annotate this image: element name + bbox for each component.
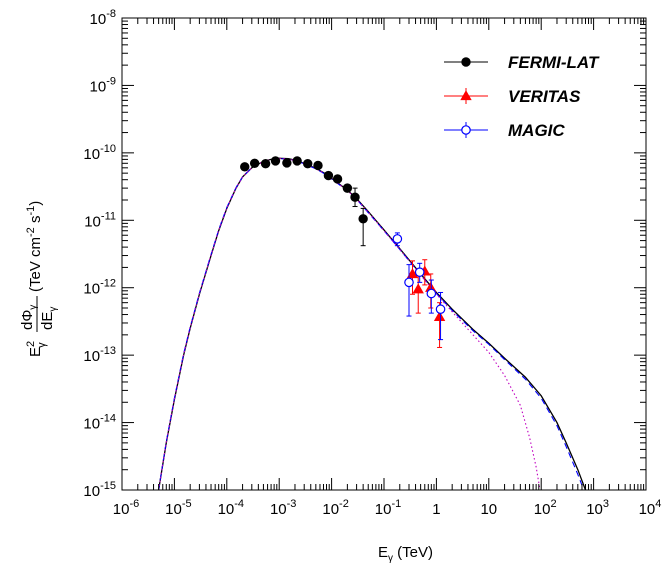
model-curves (157, 157, 587, 490)
x-tick-label: 10-5 (165, 498, 191, 518)
data-point (358, 214, 368, 224)
y-axis-title: E2γ dΦγ dEγ (TeV cm-2 s-1) (19, 201, 59, 357)
x-axis-title-base: E (378, 544, 388, 561)
y-tick-label: 10-11 (84, 210, 116, 230)
axis-ticks (121, 17, 647, 491)
data-point (392, 234, 403, 244)
model-curve-dotted (158, 157, 541, 490)
data-point (313, 160, 323, 171)
x-tick-label: 10-4 (218, 498, 244, 518)
data-point (270, 156, 281, 166)
legend-entry-fermi-lat: FERMI-LAT (444, 53, 600, 72)
y-axis-title-units-sup2: -1 (25, 206, 37, 216)
y-axis-title-units-mid: s (27, 216, 44, 228)
legend: FERMI-LAT VERITAS MAGIC (444, 53, 600, 140)
x-axis-title: Eγ (TeV) (378, 544, 433, 564)
data-point (323, 170, 334, 181)
legend-label: FERMI-LAT (508, 53, 600, 72)
svg-text:dΦγ: dΦγ (19, 305, 39, 330)
y-tick-label: 10-9 (90, 75, 116, 95)
data-point (282, 158, 292, 168)
series-magic (392, 232, 446, 341)
y-axis-title-prefix: E (27, 347, 44, 357)
data-point (342, 183, 353, 193)
svg-text:E2γ: E2γ (25, 341, 48, 357)
x-tick-label: 10-3 (270, 498, 296, 518)
svg-text:(TeV cm-2 s-1): (TeV cm-2 s-1) (25, 201, 44, 292)
y-axis-title-units-sup1: -2 (25, 227, 37, 237)
x-axis-title-sub: γ (388, 553, 393, 564)
series-fermi-lat (240, 156, 368, 247)
y-tick-label: 10-10 (83, 143, 116, 163)
data-point (303, 159, 313, 169)
data-point (461, 57, 471, 67)
svg-text:dEγ: dEγ (39, 307, 59, 330)
series-veritas (406, 259, 446, 348)
x-tick-label: 104 (639, 498, 662, 518)
data-point (404, 277, 414, 288)
y-axis-title-units-end: ) (27, 201, 44, 206)
y-axis-title-frac-den-sub: γ (48, 307, 59, 312)
model-curve-solid (157, 157, 587, 490)
y-tick-label: 10-12 (83, 278, 116, 298)
data-point (332, 174, 343, 184)
y-tick-label: 10-13 (83, 345, 116, 365)
y-axis-title-frac-num-sub: γ (28, 305, 39, 310)
y-tick-label: 10-15 (83, 480, 116, 500)
data-point (414, 267, 425, 277)
x-tick-label: 10 (480, 501, 497, 518)
y-axis-title-units: (TeV cm (27, 237, 44, 292)
legend-entry-veritas: VERITAS (444, 87, 581, 106)
y-axis-title-frac-den: dE (39, 312, 56, 330)
data-point (292, 156, 302, 166)
data-point (240, 162, 250, 172)
data-point (426, 288, 437, 299)
legend-entry-magic: MAGIC (444, 121, 565, 140)
x-tick-label: 10-1 (375, 498, 401, 518)
y-tick-label: 10-8 (90, 8, 116, 28)
x-tick-label: 10-2 (322, 498, 348, 518)
y-axis-title-prefix-sub: γ (36, 342, 48, 348)
data-point (433, 310, 446, 321)
y-axis-title-frac-num: dΦ (19, 310, 36, 330)
data-point (460, 90, 472, 101)
data-point (249, 158, 260, 169)
y-tick-label: 10-14 (83, 413, 116, 433)
data-point (435, 304, 446, 315)
model-curve-dashed (158, 158, 585, 490)
data-points (240, 156, 446, 348)
x-tick-label: 103 (586, 498, 609, 518)
x-tick-label: 10-6 (113, 498, 139, 518)
data-point (406, 268, 419, 279)
data-point (350, 192, 360, 202)
data-point (461, 125, 471, 135)
legend-label: MAGIC (508, 121, 565, 140)
data-point (412, 283, 424, 294)
legend-label: VERITAS (508, 87, 581, 106)
x-tick-label: 1 (432, 501, 440, 518)
data-point (260, 159, 271, 169)
x-axis-title-unit: (TeV) (393, 544, 433, 561)
y-axis-title-prefix-sup: 2 (25, 341, 37, 347)
tick-labels: 10-6 10-5 10-4 10-3 10-2 10-1 1 10 102 103 10410-1… (83, 8, 661, 518)
x-tick-label: 102 (534, 498, 557, 518)
